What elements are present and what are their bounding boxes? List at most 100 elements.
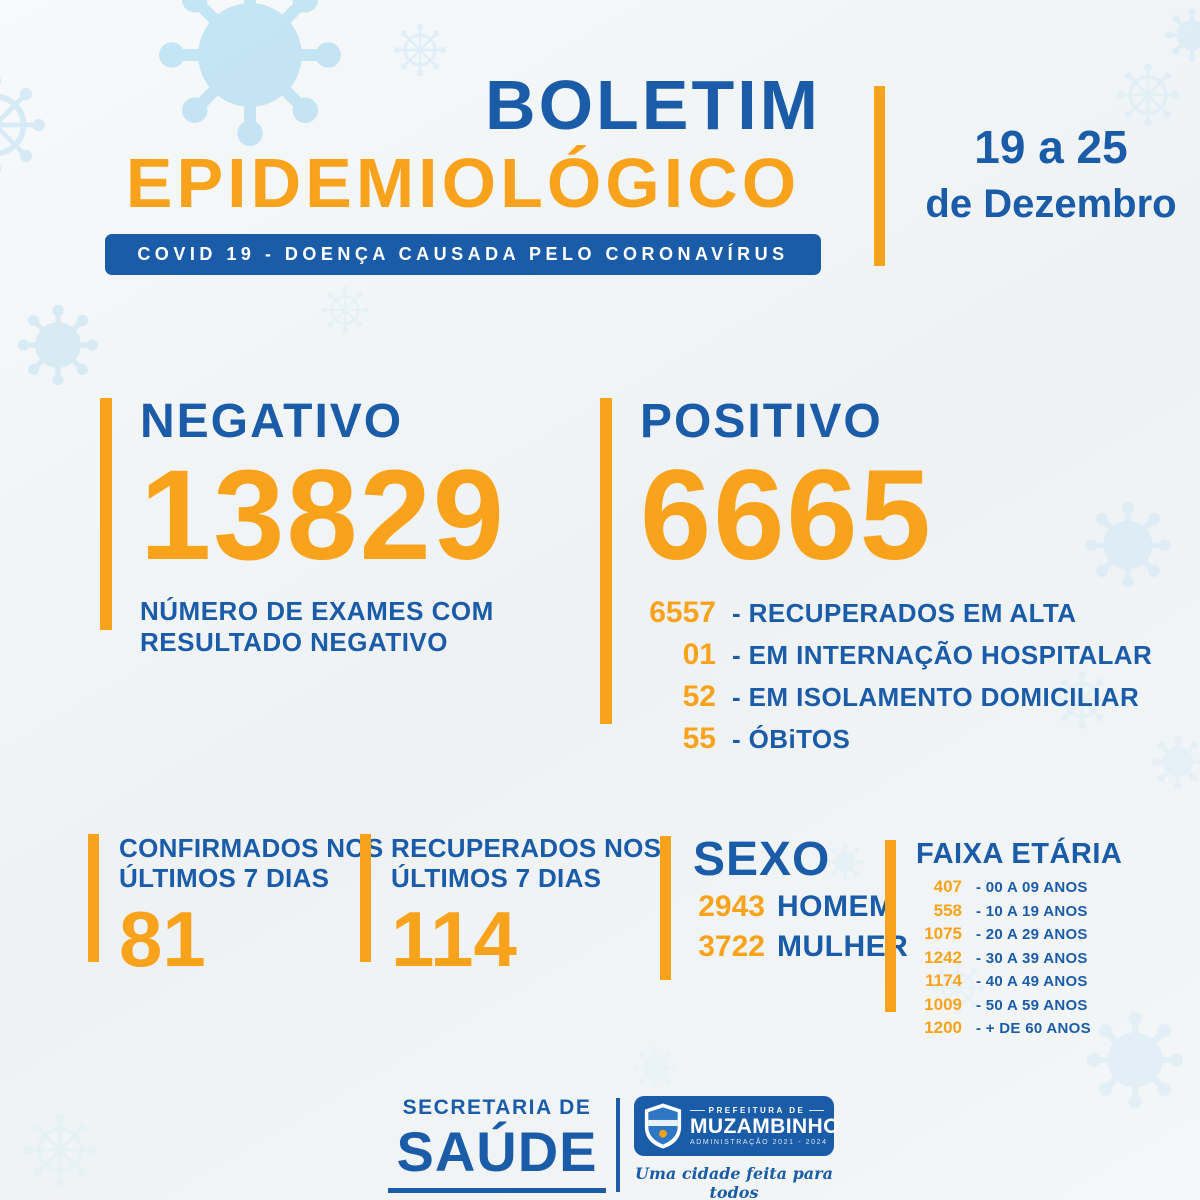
breakdown-value: 55 bbox=[682, 722, 716, 755]
confirmed-label-line2: ÚLTIMOS 7 DIAS bbox=[119, 862, 330, 893]
divider-line bbox=[690, 1110, 705, 1112]
footer-divider bbox=[616, 1098, 620, 1192]
sexo-accent-bar bbox=[660, 836, 671, 980]
negative-count: 13829 bbox=[140, 444, 506, 587]
sexo-value: 2943 bbox=[698, 890, 765, 923]
faixa-label: - + DE 60 ANOS bbox=[976, 1020, 1091, 1037]
secretaria-line2: SAÚDE bbox=[396, 1120, 598, 1183]
header: BOLETIM EPIDEMIOLÓGICO COVID 19 - DOENÇA… bbox=[105, 70, 821, 275]
virus-icon bbox=[0, 76, 44, 175]
faixa-value: 1075 bbox=[924, 924, 962, 943]
faixa-label: - 30 A 39 ANOS bbox=[976, 949, 1088, 967]
virus-icon bbox=[24, 1114, 97, 1187]
faixa-value: 1174 bbox=[925, 971, 962, 990]
prefeitura-label: PREFEITURA DE bbox=[708, 1106, 806, 1116]
faixa-etaria-section: FAIXA ETÁRIA 407 - 00 A 09 ANOS 558 - 10… bbox=[885, 840, 1122, 1038]
breakdown-value: 01 bbox=[682, 638, 716, 671]
recovered-7days-section: RECUPERADOS NOS ÚLTIMOS 7 DIAS 114 bbox=[360, 833, 662, 983]
administration-label: ADMINISTRAÇÃO 2021 - 2024 bbox=[690, 1138, 828, 1146]
covid-banner: COVID 19 - DOENÇA CAUSADA PELO CORONAVÍR… bbox=[105, 234, 821, 275]
faixa-row: 558 - 10 A 19 ANOS bbox=[916, 901, 1122, 921]
faixa-label: - 40 A 49 ANOS bbox=[976, 973, 1088, 990]
recovered-label-line1: RECUPERADOS NOS bbox=[391, 833, 662, 863]
faixa-row: 1009 - 50 A 59 ANOS bbox=[916, 995, 1122, 1015]
confirmed-7days-count: 81 bbox=[119, 894, 206, 983]
city-slogan: Uma cidade feita para todos bbox=[635, 1164, 833, 1200]
faixa-label: - 10 A 19 ANOS bbox=[976, 902, 1088, 920]
faixa-value: 1009 bbox=[924, 994, 962, 1014]
faixa-label: - 50 A 59 ANOS bbox=[976, 996, 1088, 1014]
faixa-value: 407 bbox=[933, 877, 962, 896]
title-line2: EPIDEMIOLÓGICO bbox=[125, 144, 801, 222]
faixa-etaria-title: FAIXA ETÁRIA bbox=[916, 838, 1123, 870]
faixa-label: - 20 A 29 ANOS bbox=[976, 926, 1088, 943]
recovered-label-line2: ÚLTIMOS 7 DIAS bbox=[391, 862, 602, 893]
breakdown-value: 6557 bbox=[649, 596, 716, 629]
faixa-row: 1174 - 40 A 49 ANOS bbox=[916, 971, 1122, 991]
faixa-value: 1242 bbox=[924, 947, 962, 967]
recovered-7days-count: 114 bbox=[391, 894, 517, 983]
virus-icon bbox=[632, 1045, 678, 1091]
negative-desc-line2: RESULTADO NEGATIVO bbox=[140, 626, 448, 657]
virus-icon bbox=[1149, 733, 1200, 791]
secretaria-underline bbox=[388, 1188, 606, 1193]
faixa-row: 407 - 00 A 09 ANOS bbox=[916, 877, 1122, 897]
date-range-month: de Dezembro bbox=[925, 182, 1177, 226]
logo-text: PREFEITURA DE MUZAMBINHO ADMINISTRAÇÃO 2… bbox=[690, 1106, 840, 1146]
date-range-days: 19 a 25 bbox=[974, 121, 1128, 173]
sexo-row-homem: 2943 HOMEM bbox=[693, 890, 908, 924]
breakdown-row-obitos: 55 - ÓBiTOS bbox=[640, 722, 1152, 756]
date-range: 19 a 25 de Dezembro bbox=[903, 86, 1199, 266]
city-name: MUZAMBINHO bbox=[690, 1115, 840, 1139]
recovered-accent-bar bbox=[360, 834, 371, 962]
breakdown-label: - RECUPERADOS EM ALTA bbox=[732, 598, 1077, 628]
sexo-row-mulher: 3722 MULHER bbox=[693, 930, 908, 964]
positive-section: POSITIVO 6665 6557 - RECUPERADOS EM ALTA… bbox=[600, 398, 1152, 764]
virus-icon bbox=[1163, 6, 1200, 64]
breakdown-label: - EM ISOLAMENTO DOMICILIAR bbox=[732, 682, 1140, 712]
negative-title: NEGATIVO bbox=[140, 395, 404, 448]
positive-accent-bar bbox=[600, 398, 612, 724]
negative-section: NEGATIVO 13829 NÚMERO DE EXAMES COM RESU… bbox=[100, 398, 506, 657]
virus-icon bbox=[392, 22, 448, 78]
confirmed-7days-section: CONFIRMADOS NOS ÚLTIMOS 7 DIAS 81 bbox=[88, 833, 384, 983]
sexo-title: SEXO bbox=[693, 833, 831, 886]
secretaria-block: SECRETARIA DE SAÚDE bbox=[388, 1096, 606, 1193]
breakdown-row-isolamento: 52 - EM ISOLAMENTO DOMICILIAR bbox=[640, 680, 1152, 714]
muzambinho-crest-icon bbox=[644, 1103, 682, 1149]
sexo-value: 3722 bbox=[698, 930, 765, 963]
confirmed-accent-bar bbox=[88, 834, 99, 962]
muzambinho-logo: PREFEITURA DE MUZAMBINHO ADMINISTRAÇÃO 2… bbox=[634, 1096, 840, 1200]
negative-accent-bar bbox=[100, 398, 112, 630]
breakdown-label: - EM INTERNAÇÃO HOSPITALAR bbox=[732, 640, 1153, 670]
prefeitura-logo-box: PREFEITURA DE MUZAMBINHO ADMINISTRAÇÃO 2… bbox=[634, 1096, 840, 1156]
breakdown-value: 52 bbox=[682, 680, 716, 713]
faixa-row: 1242 - 30 A 39 ANOS bbox=[916, 948, 1122, 968]
breakdown-label: - ÓBiTOS bbox=[732, 724, 851, 754]
faixa-accent-bar bbox=[885, 840, 896, 1012]
sexo-label: HOMEM bbox=[777, 890, 895, 923]
negative-description: NÚMERO DE EXAMES COM RESULTADO NEGATIVO bbox=[140, 596, 506, 657]
confirmed-label-line1: CONFIRMADOS NOS bbox=[119, 833, 384, 863]
faixa-label: - 00 A 09 ANOS bbox=[976, 879, 1088, 896]
secretaria-line1: SECRETARIA DE bbox=[402, 1096, 592, 1119]
confirmed-7days-label: CONFIRMADOS NOS ÚLTIMOS 7 DIAS bbox=[119, 833, 384, 894]
title-line1: BOLETIM bbox=[485, 66, 821, 144]
date-range-block: 19 a 25 de Dezembro bbox=[874, 86, 1199, 266]
prefeitura-label-row: PREFEITURA DE bbox=[690, 1106, 824, 1115]
breakdown-row-recuperados: 6557 - RECUPERADOS EM ALTA bbox=[640, 596, 1152, 630]
faixa-value: 558 bbox=[933, 900, 962, 920]
positive-title: POSITIVO bbox=[640, 395, 883, 448]
positive-count: 6665 bbox=[640, 444, 933, 587]
faixa-value: 1200 bbox=[924, 1018, 962, 1037]
date-accent-bar bbox=[874, 86, 885, 266]
divider-line bbox=[809, 1110, 824, 1112]
faixa-row: 1200 - + DE 60 ANOS bbox=[916, 1018, 1122, 1038]
faixa-row: 1075 - 20 A 29 ANOS bbox=[916, 924, 1122, 944]
recovered-7days-label: RECUPERADOS NOS ÚLTIMOS 7 DIAS bbox=[391, 833, 662, 894]
sexo-section: SEXO 2943 HOMEM 3722 MULHER bbox=[660, 836, 908, 980]
breakdown-row-internacao: 01 - EM INTERNAÇÃO HOSPITALAR bbox=[640, 638, 1152, 672]
negative-desc-line1: NÚMERO DE EXAMES COM bbox=[140, 596, 494, 626]
virus-icon bbox=[320, 285, 370, 335]
